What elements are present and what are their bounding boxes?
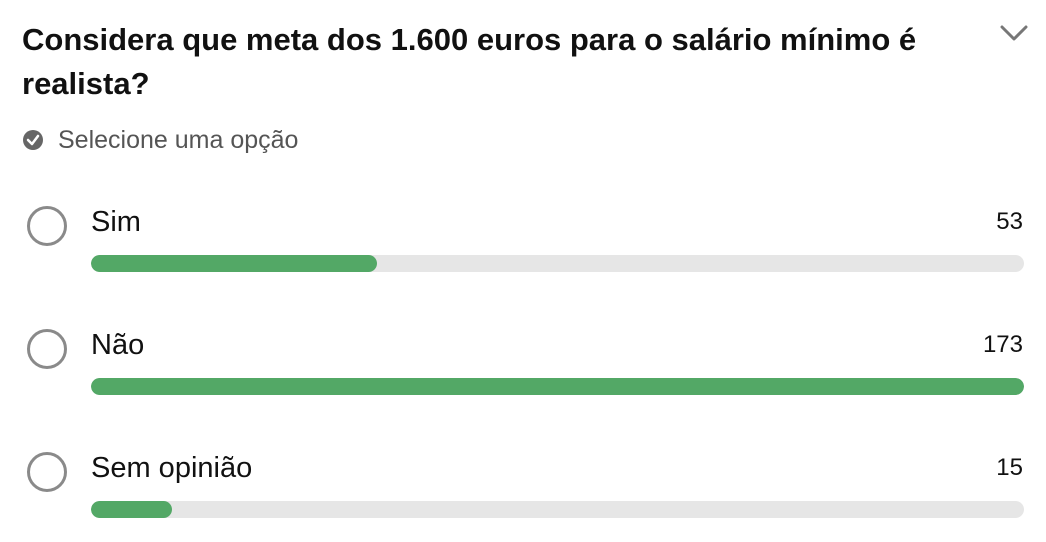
bar-track xyxy=(91,378,1024,395)
chevron-icon xyxy=(1000,25,1028,41)
radio-button[interactable] xyxy=(27,206,67,246)
bar-track xyxy=(91,501,1024,518)
radio-button[interactable] xyxy=(27,329,67,369)
option-label: Não xyxy=(91,329,145,361)
vote-bar xyxy=(91,378,1024,395)
check-icon xyxy=(23,130,43,150)
question-line: Considera que meta dos 1.600 euros para … xyxy=(22,22,917,57)
radio-button[interactable] xyxy=(27,452,67,492)
vote-bar xyxy=(91,255,377,272)
collapse-chevron[interactable] xyxy=(998,22,1030,46)
vote-count: 15 xyxy=(996,454,1023,481)
vote-count: 53 xyxy=(996,208,1023,235)
check-circle xyxy=(23,130,43,150)
vote-count: 173 xyxy=(982,331,1023,358)
check-mark xyxy=(26,134,40,146)
bar-track xyxy=(91,255,1024,272)
option-label: Sim xyxy=(91,206,141,238)
option-label: Sem opinião xyxy=(91,452,253,484)
hint: Selecione uma opção xyxy=(58,126,299,154)
vote-bar xyxy=(91,501,172,518)
question-line: realista? xyxy=(22,66,150,101)
